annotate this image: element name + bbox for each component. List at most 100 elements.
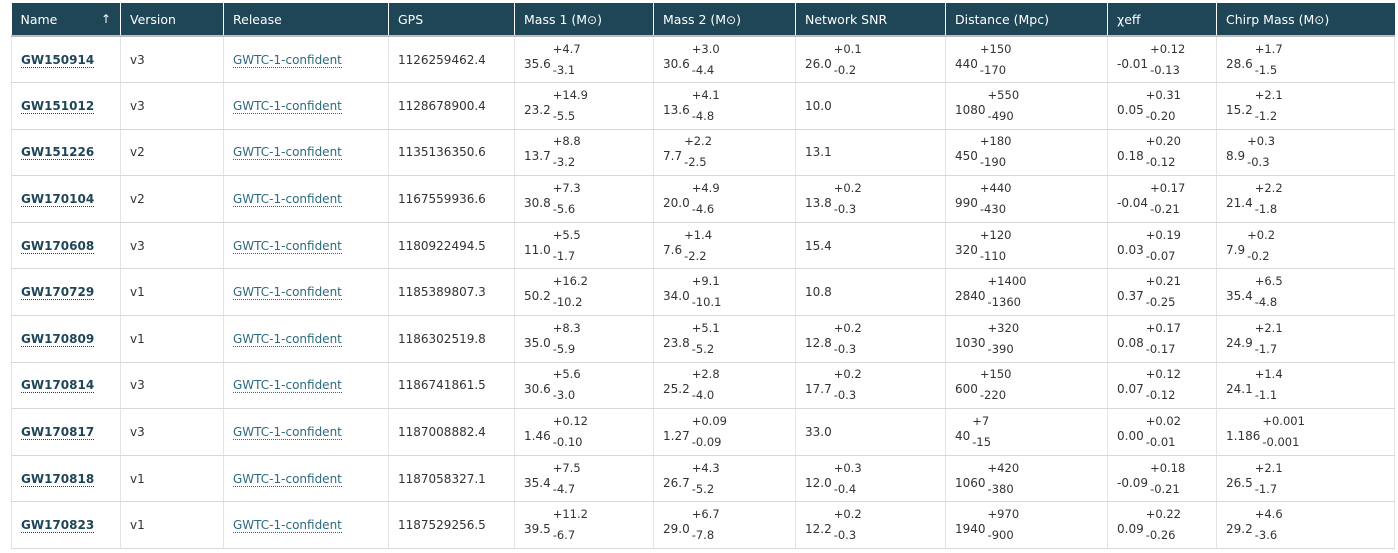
release-link[interactable]: GWTC-1-confident: [233, 52, 342, 68]
value-with-uncertainty: 13.6 +4.1 -4.8: [663, 85, 720, 127]
lower-error: -4.8: [1254, 295, 1278, 310]
value-with-uncertainty: 26.7 +4.3 -5.2: [663, 458, 720, 500]
cell-name: GW170608: [11, 222, 121, 270]
value-with-uncertainty: 50.2 +16.2 -10.2: [524, 271, 588, 313]
column-header-distance[interactable]: Distance (Mpc): [945, 3, 1108, 36]
lower-error: -1.7: [1254, 341, 1278, 356]
upper-error: +0.31: [1145, 87, 1181, 102]
cell-gps: 1187008882.4: [388, 408, 515, 456]
column-header-gps[interactable]: GPS: [388, 3, 515, 36]
upper-error: +5.5: [552, 227, 581, 242]
upper-error: +0.1: [833, 41, 862, 56]
central-value: 35.6: [524, 56, 551, 71]
lower-error: -0.3: [833, 528, 857, 543]
column-header-suffix: ): [1324, 11, 1330, 27]
upper-error: +2.1: [1254, 87, 1283, 102]
column-header-version[interactable]: Version: [120, 3, 224, 36]
event-name-link[interactable]: GW170823: [21, 518, 95, 534]
cell-version: v3: [120, 82, 224, 130]
cell-version: v3: [120, 222, 224, 270]
version-value: v2: [130, 145, 145, 160]
column-header-chirp-mass[interactable]: Chirp Mass (M⊙): [1216, 3, 1395, 36]
column-header-suffix: ): [597, 11, 602, 27]
central-value: 10.0: [805, 98, 832, 113]
value-with-uncertainty: 24.9 +2.1 -1.7: [1226, 318, 1283, 360]
column-header-chi-eff[interactable]: χeff: [1107, 3, 1217, 36]
event-name-link[interactable]: GW170729: [21, 285, 95, 301]
event-name-link[interactable]: GW170104: [21, 192, 95, 208]
lower-error: -0.10: [552, 435, 583, 450]
upper-error: +1.4: [684, 227, 713, 242]
cell-release: GWTC-1-confident: [223, 35, 389, 84]
release-link[interactable]: GWTC-1-confident: [233, 285, 342, 301]
event-name-link[interactable]: GW170817: [21, 425, 95, 441]
cell-chi-eff: 0.09 +0.22 -0.26: [1107, 501, 1217, 550]
central-value: 26.0: [805, 56, 832, 71]
central-value: 0.00: [1117, 429, 1144, 444]
central-value: 1.27: [663, 429, 690, 444]
column-header-snr[interactable]: Network SNR: [795, 3, 946, 36]
release-link[interactable]: GWTC-1-confident: [233, 145, 342, 161]
release-link[interactable]: GWTC-1-confident: [233, 378, 342, 394]
column-header-name[interactable]: Name ↑: [11, 3, 121, 36]
central-value: 1.186: [1226, 429, 1261, 444]
release-link[interactable]: GWTC-1-confident: [233, 425, 342, 441]
lower-error: -2.2: [684, 248, 707, 263]
central-value: 13.7: [524, 149, 551, 164]
lower-error: -0.3: [833, 341, 857, 356]
release-link[interactable]: GWTC-1-confident: [233, 331, 342, 347]
column-header-mass2[interactable]: Mass 2 (M⊙): [653, 3, 796, 36]
column-header-mass1[interactable]: Mass 1 (M⊙): [514, 3, 654, 36]
cell-mass2: 23.8 +5.1 -5.2: [653, 315, 796, 363]
upper-error: +0.3: [1247, 134, 1276, 149]
upper-error: +14.9: [552, 87, 588, 102]
cell-mass2: 7.7 +2.2 -2.5: [653, 129, 796, 177]
cell-version: v3: [120, 362, 224, 410]
event-name-link[interactable]: GW170818: [21, 471, 95, 487]
value-with-uncertainty: 7.7 +2.2 -2.5: [663, 131, 712, 173]
release-link[interactable]: GWTC-1-confident: [233, 518, 342, 534]
event-name-link[interactable]: GW170809: [21, 331, 95, 347]
upper-error: +4.3: [691, 460, 720, 475]
upper-error: +0.2: [1247, 227, 1276, 242]
upper-error: +550: [987, 87, 1020, 102]
value-with-uncertainty: 30.6 +5.6 -3.0: [524, 364, 581, 406]
central-value: 13.6: [663, 102, 690, 117]
upper-error: +0.12: [1150, 41, 1186, 56]
value-with-uncertainty: 990 +440 -430: [955, 178, 1012, 220]
cell-version: v2: [120, 129, 224, 177]
event-name-link[interactable]: GW150914: [21, 52, 95, 68]
release-link[interactable]: GWTC-1-confident: [233, 471, 342, 487]
lower-error: -1.7: [552, 248, 576, 263]
lower-error: -3.2: [552, 155, 576, 170]
version-value: v1: [130, 285, 145, 300]
lower-error: -5.5: [552, 108, 576, 123]
upper-error: +0.001: [1262, 414, 1305, 429]
lower-error: -390: [987, 341, 1014, 356]
event-name-link[interactable]: GW170814: [21, 378, 95, 394]
cell-distance: 1060 +420 -380: [945, 455, 1108, 503]
central-value: 0.03: [1117, 242, 1144, 257]
column-header-release[interactable]: Release: [223, 3, 389, 36]
upper-error: +5.6: [552, 367, 581, 382]
release-link[interactable]: GWTC-1-confident: [233, 238, 342, 254]
cell-gps: 1135136350.6: [388, 129, 515, 177]
cell-gps: 1126259462.4: [388, 35, 515, 84]
central-value: 440: [955, 56, 978, 71]
cell-version: v1: [120, 315, 224, 363]
value-with-uncertainty: 30.8 +7.3 -5.6: [524, 178, 581, 220]
value-with-uncertainty: 25.2 +2.8 -4.0: [663, 364, 720, 406]
release-link[interactable]: GWTC-1-confident: [233, 192, 342, 208]
cell-chirp-mass: 21.4 +2.2 -1.8: [1216, 175, 1395, 223]
value-with-uncertainty: 0.07 +0.12 -0.12: [1117, 364, 1181, 406]
event-name-link[interactable]: GW170608: [21, 238, 95, 254]
event-name-link[interactable]: GW151226: [21, 145, 95, 161]
cell-chirp-mass: 28.6 +1.7 -1.5: [1216, 35, 1395, 84]
gps-value: 1128678900.4: [398, 98, 486, 113]
lower-error: -15: [972, 435, 992, 450]
event-name-link[interactable]: GW151012: [21, 98, 95, 114]
release-link[interactable]: GWTC-1-confident: [233, 98, 342, 114]
lower-error: -430: [979, 202, 1007, 217]
central-value: 1060: [955, 475, 986, 490]
value-with-uncertainty: 13.7 +8.8 -3.2: [524, 131, 581, 173]
